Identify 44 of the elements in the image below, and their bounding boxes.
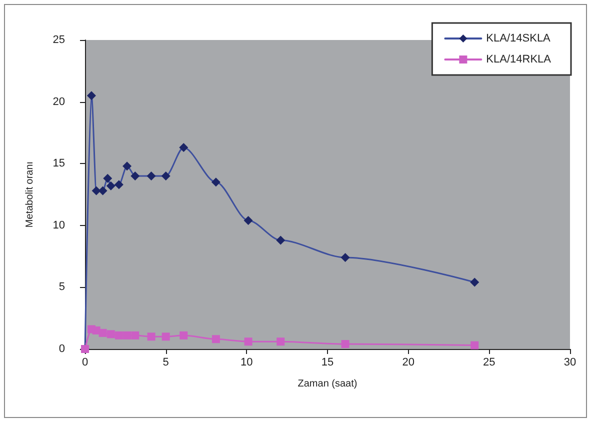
point xyxy=(470,341,479,350)
x-tick-label: 5 xyxy=(162,356,169,368)
point xyxy=(180,331,188,340)
x-tick-label: 0 xyxy=(82,356,88,368)
point xyxy=(161,171,170,180)
y-tick-label: 5 xyxy=(58,281,65,294)
point xyxy=(211,178,220,187)
legend-label: KLA/14SKLA xyxy=(486,32,552,44)
y-tick-label: 15 xyxy=(52,158,65,170)
point xyxy=(122,162,132,171)
point xyxy=(86,91,96,100)
point xyxy=(98,328,107,337)
point xyxy=(147,332,156,341)
point xyxy=(131,331,140,340)
x-tick-label: 25 xyxy=(483,356,496,368)
point xyxy=(114,331,123,340)
point xyxy=(106,181,116,190)
point xyxy=(341,340,350,348)
point xyxy=(340,253,350,262)
point xyxy=(276,236,286,245)
point xyxy=(103,174,112,183)
point xyxy=(244,338,252,346)
legend-label: KLA/14RKLA xyxy=(486,54,552,66)
y-tick-label: 25 xyxy=(52,34,65,46)
x-axis-title: Zaman (saat) xyxy=(298,378,358,390)
point xyxy=(162,332,170,341)
point xyxy=(114,180,124,190)
y-axis-title: Metabolit oranı xyxy=(24,161,36,228)
y-tick-label: 10 xyxy=(52,219,65,232)
x-tick-label: 20 xyxy=(402,356,414,368)
y-tick-label: 20 xyxy=(52,96,65,108)
x-tick-label: 10 xyxy=(240,356,253,368)
y-tick-label: 0 xyxy=(58,343,65,355)
point xyxy=(179,143,188,152)
point xyxy=(106,330,115,338)
x-tick-label: 15 xyxy=(321,356,334,368)
x-tick-label: 30 xyxy=(564,356,576,368)
point xyxy=(146,171,156,180)
point xyxy=(244,216,253,225)
point xyxy=(470,278,480,287)
point xyxy=(276,338,285,346)
point xyxy=(123,331,132,340)
point xyxy=(130,171,140,180)
point xyxy=(212,335,220,344)
